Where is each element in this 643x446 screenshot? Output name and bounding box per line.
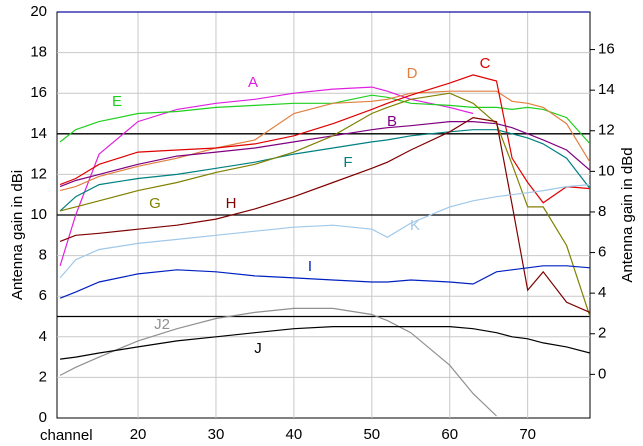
y2-tick-label: 2: [598, 325, 606, 342]
y2-tick-label: 10: [598, 162, 615, 179]
x-tick-label: 20: [130, 426, 147, 443]
series-label: G: [149, 195, 161, 212]
y-tick-label: 4: [39, 328, 47, 345]
series-line: [59, 265, 590, 299]
series-label: A: [248, 74, 258, 91]
y-tick-label: 2: [39, 368, 47, 385]
y2-tick-label: 14: [598, 81, 615, 98]
y-tick-label: 10: [30, 206, 47, 223]
y-tick-label: 18: [30, 44, 47, 61]
series-label: B: [387, 113, 397, 130]
y-tick-label: 8: [39, 247, 47, 264]
series-label: K: [410, 217, 420, 234]
series-line: [59, 92, 590, 317]
y2-axis-label: Antenna gain in dBd: [619, 147, 636, 282]
series-label: J2: [154, 316, 170, 333]
x-axis-label: channel: [40, 427, 93, 444]
x-tick-label: 30: [208, 426, 225, 443]
y-tick-label: 14: [30, 125, 47, 142]
y2-tick-label: 0: [598, 365, 606, 382]
series-label: D: [407, 65, 418, 82]
x-tick-label: 60: [441, 426, 458, 443]
series-line: [59, 86, 474, 266]
y-tick-label: 6: [39, 287, 47, 304]
series-line: [59, 90, 590, 192]
x-tick-label: 50: [363, 426, 380, 443]
y2-tick-label: 4: [598, 284, 606, 301]
series-line: [60, 326, 590, 360]
y-tick-label: 0: [39, 409, 47, 426]
x-tick-label: 40: [286, 426, 303, 443]
y-tick-label: 12: [30, 165, 47, 182]
y-tick-label: 16: [30, 84, 47, 101]
x-tick-label: 70: [519, 426, 536, 443]
series-line: [59, 94, 590, 145]
series-label: F: [343, 154, 352, 171]
series-label: E: [112, 93, 122, 110]
y-tick-label: 20: [30, 3, 47, 20]
series-line: [59, 121, 590, 188]
series-line: [59, 116, 590, 313]
y2-tick-label: 6: [598, 244, 606, 261]
series-line: [59, 184, 590, 279]
series-line: [59, 129, 590, 212]
series-label: J: [254, 340, 262, 357]
series-line: [59, 307, 497, 417]
y2-tick-label: 16: [598, 41, 615, 58]
series-label: C: [480, 55, 491, 72]
series-label: I: [308, 258, 312, 275]
y2-tick-label: 8: [598, 203, 606, 220]
series-label: H: [226, 195, 237, 212]
series-line: [59, 74, 590, 204]
y-axis-label: Antenna gain in dBi: [9, 170, 26, 300]
y2-tick-label: 12: [598, 122, 615, 139]
